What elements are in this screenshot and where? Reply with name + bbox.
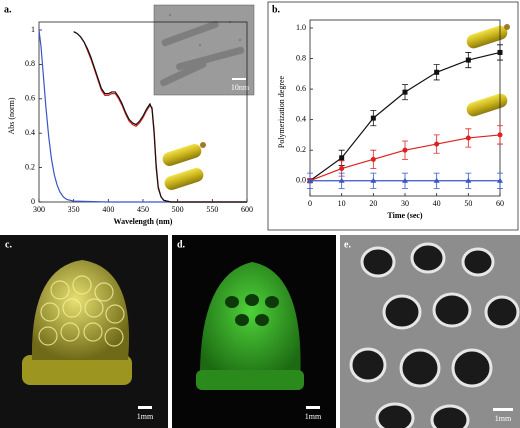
x-axis-title: Wavelength (nm) [114,217,173,226]
x-tick-label: 50 [464,199,472,208]
nanorod-icons [162,24,510,191]
x-tick-label: 400 [102,205,114,214]
yellow-scaffold [22,260,132,385]
scale-bar-label: 10nm [231,83,250,92]
x-tick-label: 350 [68,205,80,214]
marker [370,177,377,183]
y-tick-label: 0.0 [296,176,306,185]
green-scaffold [196,262,304,390]
marker [339,155,345,161]
marker [402,89,408,95]
marker [338,177,345,183]
x-tick-label: 40 [433,199,441,208]
series-line [309,51,501,182]
y-tick-label: 0.8 [25,59,35,68]
y-axis-title: Abs (norm) [7,97,16,134]
scale-bar [493,408,513,411]
scale-bar-label: 1mm [495,414,512,423]
scale-bar [138,406,152,409]
y-tick-label: 1 [31,25,35,34]
marker [402,177,408,183]
marker [402,147,408,153]
x-tick-label: 550 [206,205,218,214]
marker [434,69,440,75]
scale-bar [306,406,320,409]
panel-label: d. [177,239,186,250]
x-tick-label: 500 [172,205,184,214]
marker [433,177,440,183]
x-tick-label: 450 [137,205,149,214]
x-tick-label: 30 [401,199,409,208]
y-tick-label: 0.6 [296,84,306,93]
x-tick-label: 60 [496,199,504,208]
y-tick-label: 0 [31,197,35,206]
marker [307,177,313,183]
marker [434,141,440,147]
panel-label: b. [272,4,281,15]
y-axis-title: Polymerization degree [277,75,286,148]
y-tick-label: 1.0 [296,23,306,32]
series-line [38,29,247,203]
marker [465,177,472,183]
panel-label: c. [5,239,12,250]
scale-bar [232,78,246,80]
y-tick-label: 0.6 [25,94,35,103]
marker [339,166,345,172]
sem-pores [349,242,520,428]
panel-label: a. [4,4,12,15]
y-tick-label: 0.4 [25,128,35,137]
x-tick-label: 0 [308,199,312,208]
y-tick-label: 0.2 [296,145,306,154]
y-tick-label: 0.8 [296,53,306,62]
x-tick-label: 20 [369,199,377,208]
scale-bar-label: 1mm [305,412,322,421]
panel-frame [267,1,519,231]
x-tick-label: 600 [241,205,253,214]
x-axis-title: Time (sec) [387,211,423,220]
y-tick-label: 0.4 [296,114,306,123]
series-line [73,31,247,203]
marker [497,132,503,138]
marker [497,177,503,183]
marker [497,49,503,55]
marker [465,57,471,63]
marker [465,135,471,141]
tem-texture [160,13,245,87]
marker [370,156,376,162]
scale-bar-label: 1mm [137,412,154,421]
marker [370,115,376,121]
x-tick-label: 10 [338,199,346,208]
x-tick-label: 300 [33,205,45,214]
y-tick-label: 0.2 [25,162,35,171]
panel-label: e. [344,239,351,250]
